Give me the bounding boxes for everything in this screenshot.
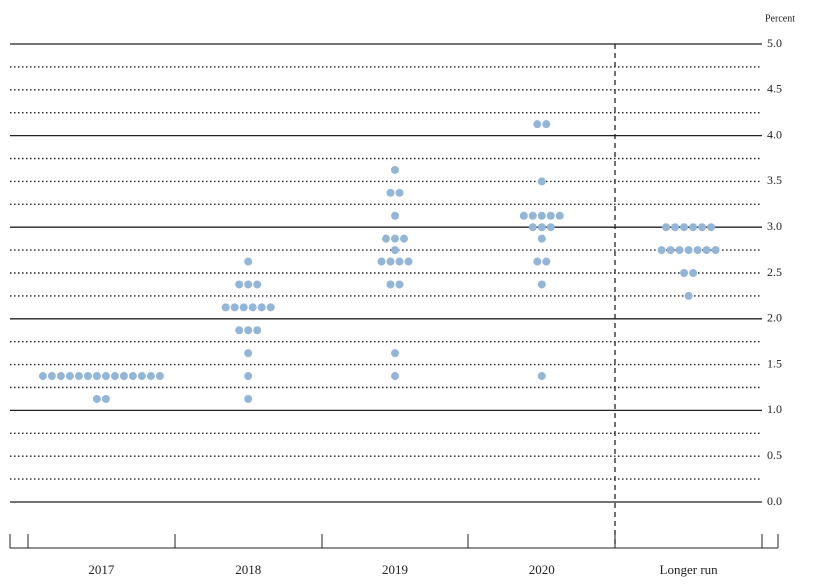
dot (253, 326, 262, 335)
dot (244, 372, 253, 381)
dot (702, 246, 711, 255)
dot (244, 280, 253, 289)
dot (546, 223, 555, 232)
dot (689, 269, 698, 277)
dot (253, 280, 262, 289)
dot (382, 234, 390, 243)
y-tick-label: 2.5 (767, 265, 782, 279)
y-tick-label: 5.0 (767, 36, 782, 50)
dot (244, 326, 253, 335)
dot (391, 246, 399, 255)
dot (119, 372, 128, 381)
dot (83, 372, 92, 381)
dot (537, 177, 546, 186)
dot (528, 223, 537, 232)
x-tick-label: Longer run (660, 562, 719, 577)
dot (666, 246, 675, 255)
dot (248, 303, 257, 312)
dot (537, 372, 546, 381)
y-tick-label: 4.0 (767, 127, 782, 141)
dot (693, 246, 702, 255)
dot (671, 223, 680, 232)
dot (395, 257, 404, 266)
dot (528, 211, 537, 220)
x-tick-label: 2018 (235, 562, 261, 577)
dot (128, 372, 137, 381)
dot (386, 188, 395, 197)
dot (56, 372, 65, 381)
dot (537, 211, 546, 220)
dot (47, 372, 56, 381)
x-tick-label: 2019 (382, 562, 408, 577)
dot (684, 291, 693, 300)
dot (537, 234, 546, 243)
dot (680, 223, 689, 232)
y-tick-label: 0.5 (767, 448, 782, 462)
dot (680, 269, 689, 277)
dot (386, 257, 395, 266)
dot (74, 372, 83, 381)
dot (404, 257, 413, 266)
dot (519, 211, 528, 220)
y-tick-label: 0.0 (767, 494, 782, 508)
dot (391, 165, 399, 174)
dot (391, 349, 399, 358)
dot (391, 372, 399, 381)
dot (137, 372, 146, 381)
dot (244, 349, 253, 358)
dot (239, 303, 248, 312)
dot (230, 303, 239, 312)
dot (400, 234, 408, 243)
dot (675, 246, 684, 255)
y-axis-label: Percent (765, 13, 795, 24)
dot (244, 257, 253, 266)
dot (146, 372, 155, 381)
x-tick-label: 2020 (529, 562, 555, 577)
y-tick-label: 2.0 (767, 311, 782, 325)
dot (537, 280, 546, 289)
dot (698, 223, 707, 232)
dot (657, 246, 666, 255)
dot (542, 257, 551, 266)
dot (689, 223, 698, 232)
y-tick-label: 1.5 (767, 356, 782, 370)
dot (101, 394, 110, 403)
dot (395, 188, 404, 197)
dot (257, 303, 266, 312)
dot (542, 120, 551, 129)
dot (92, 372, 101, 381)
x-tick-label: 2017 (88, 562, 115, 577)
dot (533, 257, 542, 266)
dot (662, 223, 671, 232)
dot (684, 246, 693, 255)
y-tick-label: 3.5 (767, 173, 782, 187)
dot (101, 372, 110, 381)
dot (555, 211, 564, 220)
dot (266, 303, 275, 312)
dot (235, 326, 244, 335)
dot (537, 223, 546, 232)
dot (386, 280, 395, 289)
dot (244, 394, 253, 403)
dot (395, 280, 404, 289)
dot (377, 257, 386, 266)
x-axis (9, 534, 779, 549)
dot (533, 120, 542, 129)
y-tick-label: 3.0 (767, 219, 782, 233)
dot (707, 223, 716, 232)
dot (391, 234, 399, 243)
dot (235, 280, 244, 289)
dot (546, 211, 555, 220)
dot (711, 246, 720, 255)
dot (155, 372, 164, 381)
dot (221, 303, 230, 312)
y-tick-label: 4.5 (767, 82, 782, 96)
dot (391, 211, 399, 220)
dot (38, 372, 47, 381)
dot (92, 394, 101, 403)
dot (110, 372, 119, 381)
dot (65, 372, 74, 381)
y-tick-label: 1.0 (767, 402, 782, 416)
